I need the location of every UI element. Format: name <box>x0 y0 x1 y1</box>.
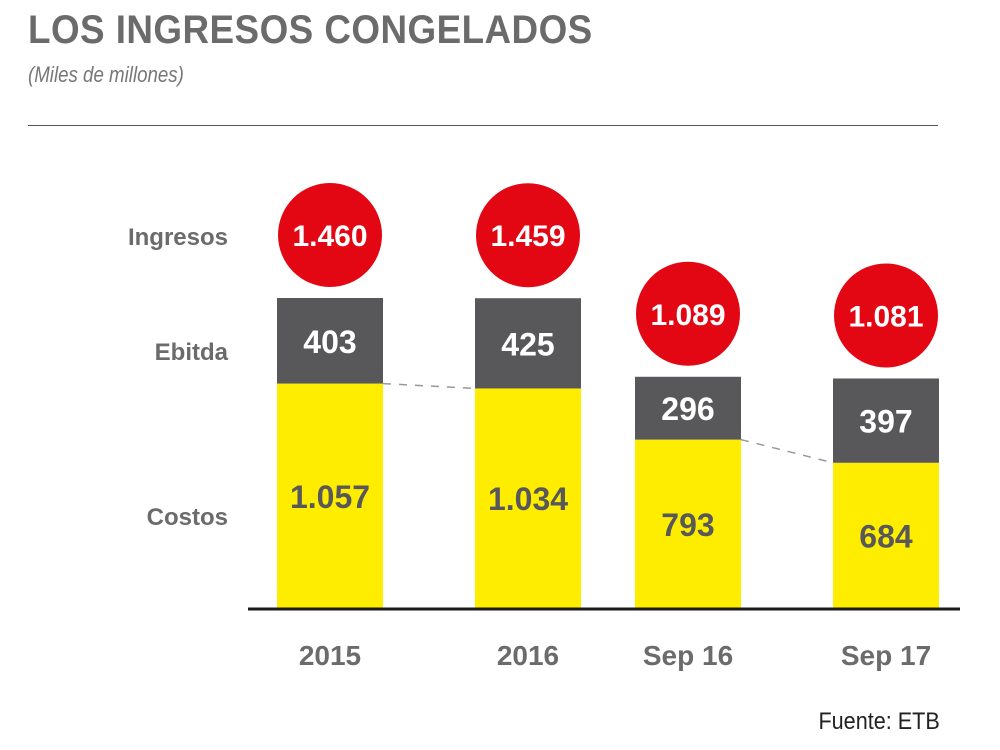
label-ingresos: 1.081 <box>848 300 923 333</box>
x-tick-label: 2016 <box>497 640 559 671</box>
bar-costos <box>475 388 581 608</box>
label-ebitda: 397 <box>859 404 912 440</box>
label-costos: 1.057 <box>290 479 370 515</box>
ingresos-circle <box>476 183 580 288</box>
x-tick-label: Sep 17 <box>841 640 931 671</box>
dashed-connector <box>382 382 476 390</box>
row-label-ebitda: Ebitda <box>155 339 229 366</box>
ingresos-circle <box>278 183 382 287</box>
dashed-connector <box>740 438 834 464</box>
x-tick-label: Sep 16 <box>643 640 733 671</box>
ingresos-circle <box>636 261 740 366</box>
label-ebitda: 403 <box>303 324 356 360</box>
bar-ebitda <box>635 376 741 440</box>
chart-title: LOS INGRESOS CONGELADOS <box>28 8 593 52</box>
bar-costos <box>277 383 383 608</box>
row-label-ingresos: Ingresos <box>128 224 228 251</box>
label-costos: 793 <box>661 507 714 543</box>
ingresos-circle <box>834 263 938 368</box>
label-ingresos: 1.459 <box>490 220 565 253</box>
label-ingresos: 1.089 <box>650 299 725 332</box>
bar-ebitda <box>277 298 383 384</box>
label-ebitda: 296 <box>661 391 714 427</box>
label-ebitda: 425 <box>501 326 554 362</box>
x-tick-label: 2015 <box>299 640 361 671</box>
label-ingresos: 1.460 <box>292 220 367 253</box>
bar-ebitda <box>475 298 581 389</box>
label-costos: 684 <box>859 518 913 554</box>
source-note: Fuente: ETB <box>818 708 940 735</box>
label-costos: 1.034 <box>488 481 568 517</box>
bar-costos <box>635 439 741 608</box>
bar-ebitda <box>833 378 939 463</box>
title-divider <box>28 125 938 126</box>
bar-costos <box>833 462 939 608</box>
chart-subtitle: (Miles de millones) <box>28 62 184 87</box>
row-label-costos: Costos <box>147 504 228 531</box>
